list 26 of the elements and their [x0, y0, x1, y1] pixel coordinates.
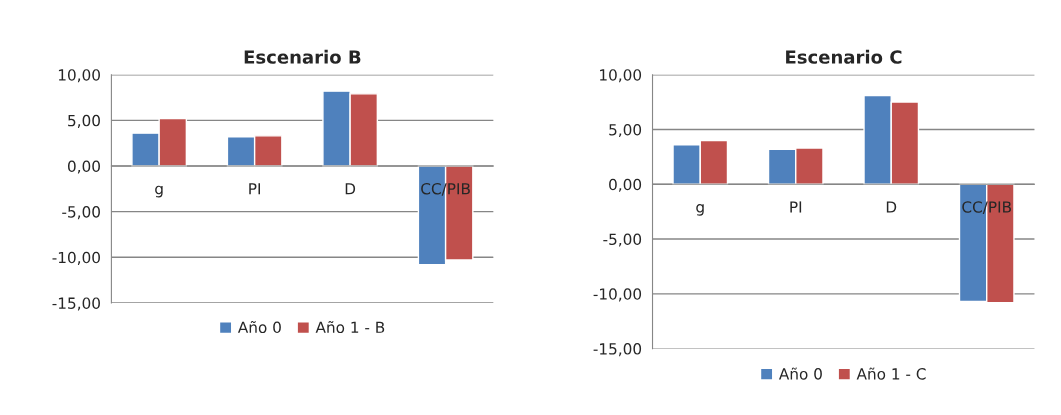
x-tick-label: D — [886, 201, 897, 213]
legend-label: Año 1 - C — [856, 367, 926, 380]
x-tick-label: CC/PIB — [962, 201, 1011, 214]
y-tick-label: 0,00 — [67, 160, 100, 174]
y-tick-label: -10,00 — [52, 251, 100, 265]
y-tick-label: -5,00 — [62, 206, 100, 220]
x-tick-label: PI — [790, 201, 802, 213]
x-tick-label: CC/PIB — [421, 182, 470, 196]
y-tick-label: -15,00 — [593, 343, 642, 357]
y-tick-label: -5,00 — [603, 233, 642, 247]
y-tick-label: -10,00 — [593, 288, 642, 302]
y-tick-label: 5,00 — [609, 123, 642, 138]
y-tick-label: 10,00 — [58, 69, 100, 83]
x-tick-label: g — [696, 203, 704, 216]
y-tick-label: 0,00 — [609, 178, 642, 192]
legend-label: Año 0 — [237, 321, 281, 334]
legend-label: Año 1 - B — [315, 321, 385, 334]
chart-title: Escenario B — [244, 49, 361, 64]
x-tick-label: D — [345, 183, 356, 195]
legend-label: Año 0 — [778, 367, 822, 380]
chart-title: Escenario C — [786, 49, 902, 64]
x-tick-label: PI — [249, 183, 260, 195]
x-tick-label: g — [155, 185, 163, 198]
y-tick-label: 5,00 — [68, 114, 100, 128]
y-tick-label: -15,00 — [52, 297, 100, 311]
y-tick-label: 10,00 — [600, 69, 642, 83]
